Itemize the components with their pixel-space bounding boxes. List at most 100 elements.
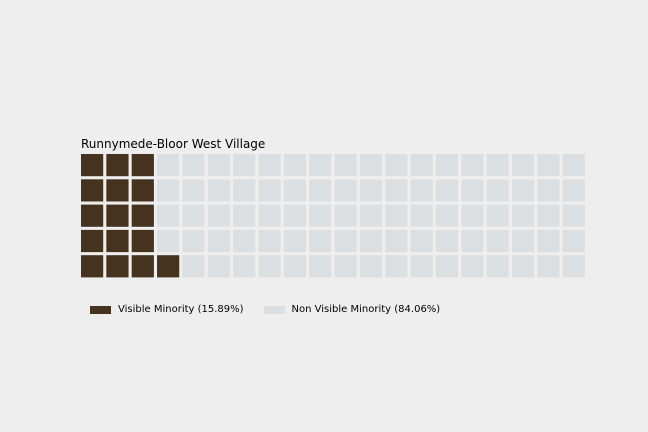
waffle-cell-non-visible-minority [283, 154, 306, 177]
waffle-cell-non-visible-minority [486, 229, 509, 253]
waffle-cell-non-visible-minority [157, 229, 180, 253]
waffle-cell-non-visible-minority [258, 204, 281, 227]
waffle-cell-non-visible-minority [537, 255, 560, 278]
waffle-cell-visible-minority [157, 255, 180, 278]
waffle-cell-non-visible-minority [233, 255, 256, 278]
legend: Visible Minority (15.89%) Non Visible Mi… [90, 303, 460, 317]
waffle-cell-visible-minority [131, 179, 154, 202]
waffle-cell-visible-minority [81, 255, 104, 278]
waffle-cell-non-visible-minority [283, 179, 306, 202]
waffle-cell-non-visible-minority [182, 179, 205, 202]
waffle-cell-non-visible-minority [283, 204, 306, 227]
waffle-cell-visible-minority [106, 255, 129, 278]
waffle-cell-visible-minority [81, 229, 104, 253]
waffle-cell-visible-minority [106, 204, 129, 227]
waffle-cell-visible-minority [81, 154, 104, 177]
waffle-cell-non-visible-minority [511, 154, 535, 177]
waffle-cell-non-visible-minority [537, 229, 560, 253]
waffle-cell-non-visible-minority [359, 154, 383, 177]
waffle-cell-non-visible-minority [207, 204, 230, 227]
legend-swatch-visible-minority [90, 306, 111, 314]
waffle-cell-non-visible-minority [334, 204, 357, 227]
waffle-cell-non-visible-minority [233, 204, 256, 227]
waffle-cell-non-visible-minority [207, 255, 230, 278]
waffle-cell-non-visible-minority [562, 255, 585, 278]
waffle-cell-non-visible-minority [182, 229, 205, 253]
waffle-cell-non-visible-minority [283, 229, 306, 253]
waffle-cell-non-visible-minority [334, 255, 357, 278]
waffle-cell-non-visible-minority [461, 154, 484, 177]
waffle-cell-non-visible-minority [334, 179, 357, 202]
waffle-cell-non-visible-minority [511, 204, 535, 227]
waffle-cell-non-visible-minority [258, 255, 281, 278]
legend-item-non-visible-minority: Non Visible Minority (84.06%) [263, 303, 441, 317]
waffle-cell-non-visible-minority [258, 154, 281, 177]
waffle-cell-non-visible-minority [182, 204, 205, 227]
waffle-cell-non-visible-minority [410, 179, 433, 202]
waffle-cell-visible-minority [106, 229, 129, 253]
waffle-cell-non-visible-minority [309, 154, 332, 177]
waffle-cell-non-visible-minority [461, 255, 484, 278]
waffle-cell-non-visible-minority [359, 204, 383, 227]
waffle-cell-non-visible-minority [511, 179, 535, 202]
waffle-cell-non-visible-minority [207, 179, 230, 202]
waffle-cell-non-visible-minority [258, 229, 281, 253]
waffle-cell-visible-minority [81, 204, 104, 227]
waffle-cell-non-visible-minority [334, 154, 357, 177]
waffle-cell-non-visible-minority [207, 229, 230, 253]
waffle-cell-non-visible-minority [461, 229, 484, 253]
waffle-cell-non-visible-minority [410, 204, 433, 227]
waffle-cell-non-visible-minority [385, 229, 408, 253]
waffle-cell-non-visible-minority [461, 204, 484, 227]
waffle-cell-non-visible-minority [182, 154, 205, 177]
legend-label-non-visible-minority: Non Visible Minority (84.06%) [291, 304, 441, 315]
waffle-cell-non-visible-minority [562, 179, 585, 202]
waffle-cell-visible-minority [131, 255, 154, 278]
waffle-cell-non-visible-minority [157, 204, 180, 227]
legend-item-visible-minority: Visible Minority (15.89%) [90, 303, 244, 317]
waffle-cell-non-visible-minority [233, 154, 256, 177]
waffle-cell-non-visible-minority [435, 204, 459, 227]
waffle-cell-non-visible-minority [562, 229, 585, 253]
waffle-cell-non-visible-minority [435, 179, 459, 202]
waffle-cell-non-visible-minority [309, 204, 332, 227]
waffle-cell-non-visible-minority [486, 255, 509, 278]
waffle-cell-non-visible-minority [309, 255, 332, 278]
waffle-cell-visible-minority [131, 229, 154, 253]
waffle-cell-non-visible-minority [410, 154, 433, 177]
waffle-cell-non-visible-minority [562, 204, 585, 227]
waffle-cell-non-visible-minority [385, 204, 408, 227]
waffle-cell-non-visible-minority [309, 229, 332, 253]
waffle-cell-non-visible-minority [359, 255, 383, 278]
waffle-cell-non-visible-minority [283, 255, 306, 278]
waffle-cell-non-visible-minority [435, 229, 459, 253]
waffle-cell-non-visible-minority [233, 179, 256, 202]
waffle-cell-non-visible-minority [562, 154, 585, 177]
chart-title: Runnymede-Bloor West Village [81, 137, 266, 151]
waffle-cell-non-visible-minority [537, 154, 560, 177]
legend-swatch-non-visible-minority [263, 306, 285, 314]
waffle-cell-visible-minority [106, 179, 129, 202]
waffle-cell-non-visible-minority [157, 179, 180, 202]
waffle-cell-non-visible-minority [511, 229, 535, 253]
waffle-cell-non-visible-minority [435, 255, 459, 278]
waffle-cell-non-visible-minority [486, 179, 509, 202]
waffle-cell-non-visible-minority [410, 255, 433, 278]
waffle-cell-visible-minority [106, 154, 129, 177]
waffle-cell-non-visible-minority [537, 204, 560, 227]
waffle-cell-non-visible-minority [359, 179, 383, 202]
waffle-cell-non-visible-minority [435, 154, 459, 177]
waffle-cell-non-visible-minority [385, 154, 408, 177]
legend-label-visible-minority: Visible Minority (15.89%) [118, 304, 244, 315]
waffle-cell-non-visible-minority [157, 154, 180, 177]
waffle-cell-non-visible-minority [309, 179, 332, 202]
waffle-cell-non-visible-minority [207, 154, 230, 177]
waffle-cell-non-visible-minority [486, 204, 509, 227]
waffle-cell-visible-minority [131, 154, 154, 177]
waffle-cell-non-visible-minority [511, 255, 535, 278]
waffle-cell-non-visible-minority [486, 154, 509, 177]
waffle-cell-non-visible-minority [537, 179, 560, 202]
waffle-cell-non-visible-minority [410, 229, 433, 253]
